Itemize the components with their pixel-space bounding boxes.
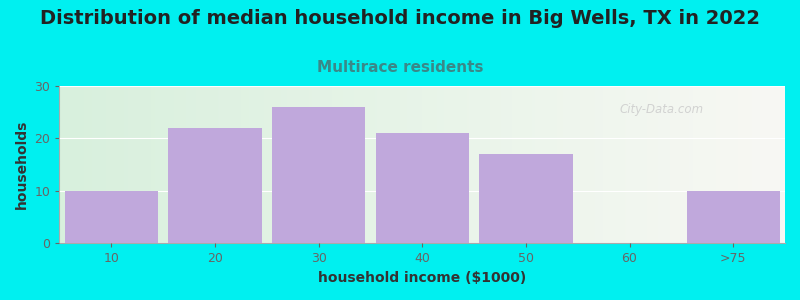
X-axis label: household income ($1000): household income ($1000) (318, 271, 526, 285)
Text: Distribution of median household income in Big Wells, TX in 2022: Distribution of median household income … (40, 9, 760, 28)
Bar (65, 191, 158, 243)
Bar (479, 154, 573, 243)
Bar (272, 107, 366, 243)
Bar (686, 191, 780, 243)
Text: Multirace residents: Multirace residents (317, 60, 483, 75)
Y-axis label: households: households (15, 120, 29, 209)
Bar (375, 133, 469, 243)
Bar (168, 128, 262, 243)
Text: City-Data.com: City-Data.com (619, 103, 704, 116)
